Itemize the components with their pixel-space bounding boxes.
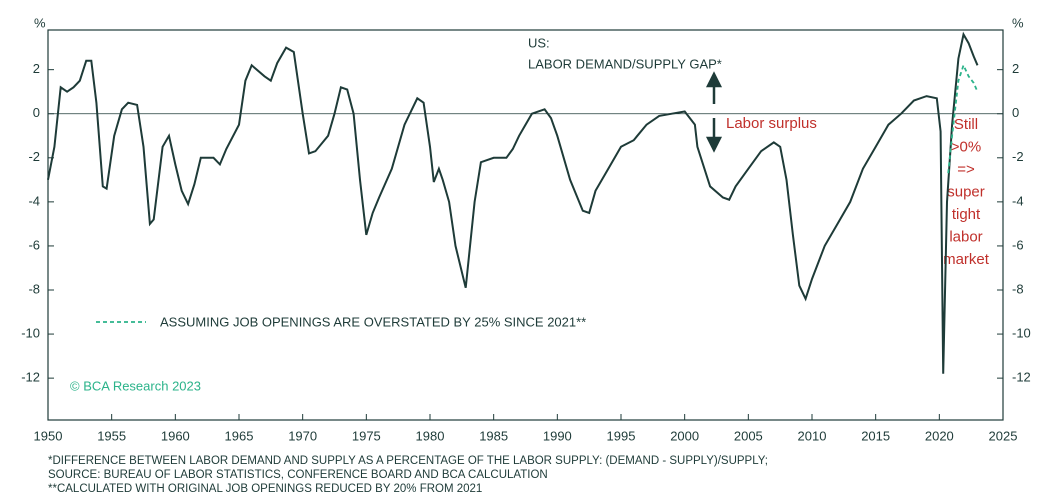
y2-tick-label: 0 xyxy=(1012,105,1019,120)
x-tick-label: 1985 xyxy=(479,428,508,443)
plot-frame xyxy=(47,29,1004,421)
y-tick-label: 0 xyxy=(33,105,40,120)
footnote: **CALCULATED WITH ORIGINAL JOB OPENINGS … xyxy=(48,483,482,495)
chart-title: US: xyxy=(528,35,550,50)
x-tick-label: 1965 xyxy=(225,428,254,443)
side-note-line: Still xyxy=(954,116,978,133)
x-tick-label: 2000 xyxy=(670,428,699,443)
side-note-line: tight xyxy=(952,206,981,223)
y-unit-left: % xyxy=(34,15,46,30)
x-tick-label: 1950 xyxy=(34,428,63,443)
y2-tick-label: 2 xyxy=(1012,61,1019,76)
side-note-line: >0% xyxy=(951,138,981,155)
side-note-line: market xyxy=(943,251,990,268)
side-note-line: super xyxy=(947,183,985,200)
y-tick-label: -8 xyxy=(28,281,40,296)
y-tick-label: -10 xyxy=(21,326,40,341)
arrows xyxy=(705,71,723,153)
legend-label: ASSUMING JOB OPENINGS ARE OVERSTATED BY … xyxy=(160,314,586,329)
y-unit-right: % xyxy=(1012,15,1024,30)
y2-tick-label: -4 xyxy=(1012,193,1024,208)
side-note-line: labor xyxy=(949,228,982,245)
x-tick-label: 1980 xyxy=(416,428,445,443)
side-note: Still >0% => super tight labor market xyxy=(943,116,990,268)
data-line xyxy=(47,31,979,374)
y-tick-label: 2 xyxy=(33,61,40,76)
chart-subtitle: LABOR DEMAND/SUPPLY GAP* xyxy=(528,56,722,71)
x-tick-label: 2010 xyxy=(798,428,827,443)
data-line xyxy=(947,62,979,174)
y2-tick-label: -6 xyxy=(1012,237,1024,252)
annotation: Labor surplus xyxy=(726,115,817,132)
footnotes: *DIFFERENCE BETWEEN LABOR DEMAND AND SUP… xyxy=(48,455,768,495)
y-tick-label: -6 xyxy=(28,237,40,252)
x-tick-label: 2025 xyxy=(989,428,1018,443)
x-tick-label: 1975 xyxy=(352,428,381,443)
x-tick-label: 1970 xyxy=(288,428,317,443)
y2-tick-label: -10 xyxy=(1012,326,1031,341)
x-tick-label: 1990 xyxy=(543,428,572,443)
y2-tick-label: -12 xyxy=(1012,370,1031,385)
side-note-line: => xyxy=(957,161,975,178)
x-tick-label: 1955 xyxy=(97,428,126,443)
x-tick-label: 2005 xyxy=(734,428,763,443)
x-tick-label: 2015 xyxy=(861,428,890,443)
x-tick-label: 2020 xyxy=(925,428,954,443)
y2-tick-label: -8 xyxy=(1012,281,1024,296)
x-tick-label: 1960 xyxy=(161,428,190,443)
footnote: SOURCE: BUREAU OF LABOR STATISTICS, CONF… xyxy=(48,469,548,481)
y-tick-label: -2 xyxy=(28,149,40,164)
x-tick-label: 1995 xyxy=(607,428,636,443)
watermark: © BCA Research 2023 xyxy=(70,378,201,393)
y-tick-label: -12 xyxy=(21,370,40,385)
y-tick-label: -4 xyxy=(28,193,40,208)
footnote: *DIFFERENCE BETWEEN LABOR DEMAND AND SUP… xyxy=(48,455,768,467)
y2-tick-label: -2 xyxy=(1012,149,1024,164)
